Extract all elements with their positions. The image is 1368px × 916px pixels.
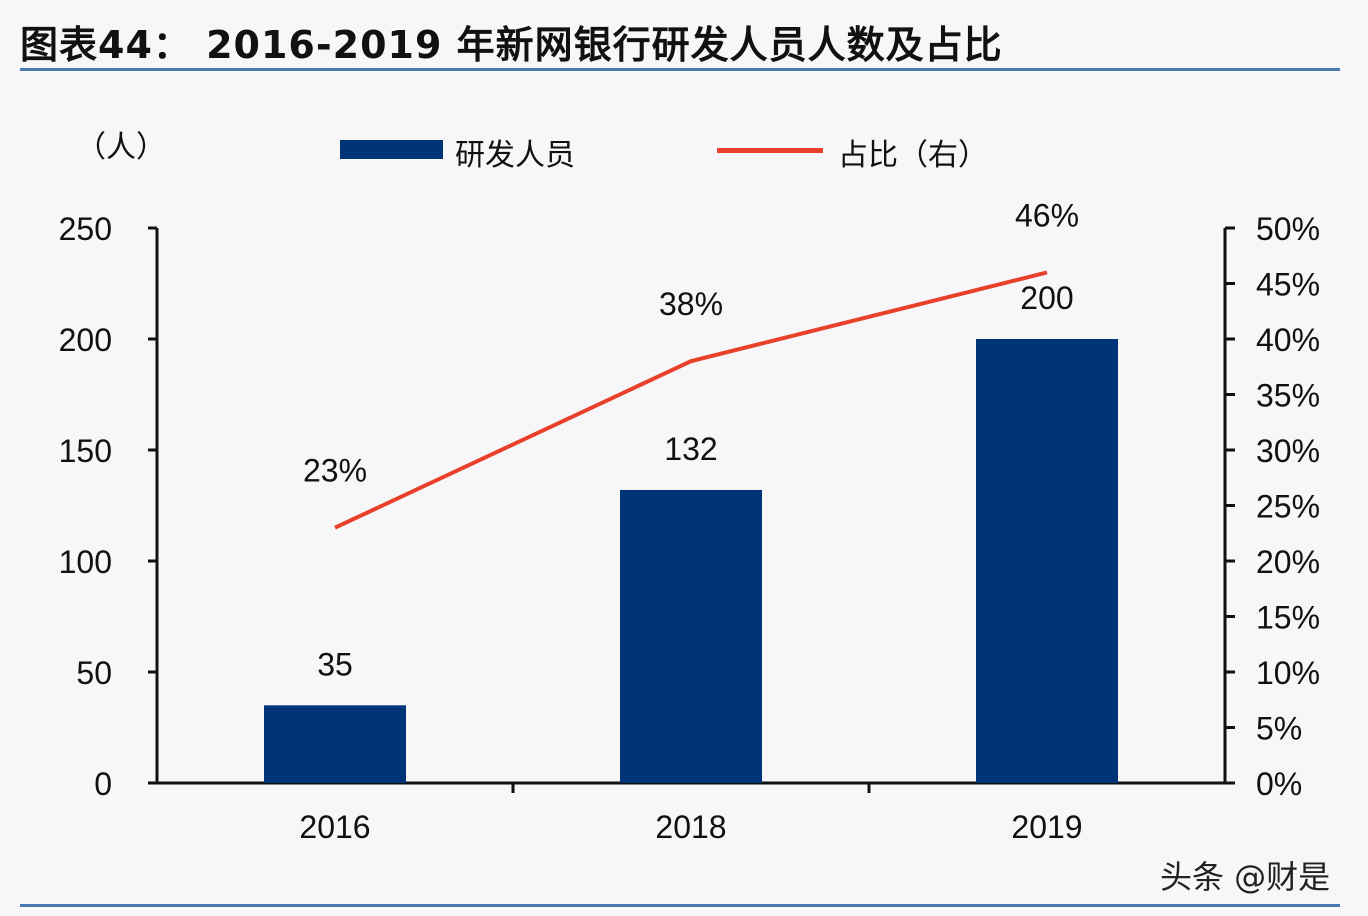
ratio-line [334,270,1048,530]
watermark: 头条 @财是 [1160,858,1331,896]
left-tick-label: 150 [59,433,112,469]
line-series: 23% 38% 46% [303,197,1079,530]
line-value-label: 23% [303,453,367,489]
chart-title: 图表44： 2016-2019 年新网银行研发人员人数及占比 [20,23,1003,67]
left-tick-label: 0 [94,766,112,802]
bar [620,489,762,783]
bar-value-label: 132 [664,431,717,467]
right-tick-label: 5% [1256,711,1302,747]
bar-value-label: 35 [317,646,353,682]
x-tick-label: 2016 [299,809,370,845]
x-axis: 2016 2018 2019 [148,781,1235,845]
right-tick-label: 35% [1256,378,1320,414]
bar [264,705,406,783]
left-y-axis: 0 50 100 150 200 250 [59,211,159,802]
right-y-axis: 0% 5% 10% 15% 20% 25% 30% 35% 40% 45% 50% [1223,211,1320,802]
bar-value-label: 200 [1020,280,1073,316]
bar-series: 35 132 200 [264,280,1118,783]
legend-line-swatch [717,148,823,153]
right-tick-label: 30% [1256,433,1320,469]
legend-line-label: 占比（右） [838,138,988,173]
right-tick-label: 45% [1256,267,1320,303]
right-tick-label: 25% [1256,489,1320,525]
left-tick-label: 50 [76,655,112,691]
right-tick-label: 20% [1256,544,1320,580]
bar [976,339,1118,783]
right-tick-label: 0% [1256,766,1302,802]
legend-bar-label: 研发人员 [455,138,575,173]
right-tick-label: 15% [1256,600,1320,636]
x-tick-label: 2019 [1011,809,1082,845]
right-tick-label: 40% [1256,322,1320,358]
line-value-label: 38% [659,286,723,322]
bottom-divider [20,904,1340,907]
right-tick-label: 10% [1256,655,1320,691]
legend-bar-swatch [340,140,443,159]
left-tick-label: 250 [59,211,112,247]
left-axis-unit: （人） [76,130,166,165]
line-value-label: 46% [1015,197,1079,233]
title-divider [20,68,1340,71]
left-tick-label: 200 [59,322,112,358]
x-tick-label: 2018 [655,809,726,845]
left-tick-label: 100 [59,544,112,580]
right-tick-label: 50% [1256,211,1320,247]
